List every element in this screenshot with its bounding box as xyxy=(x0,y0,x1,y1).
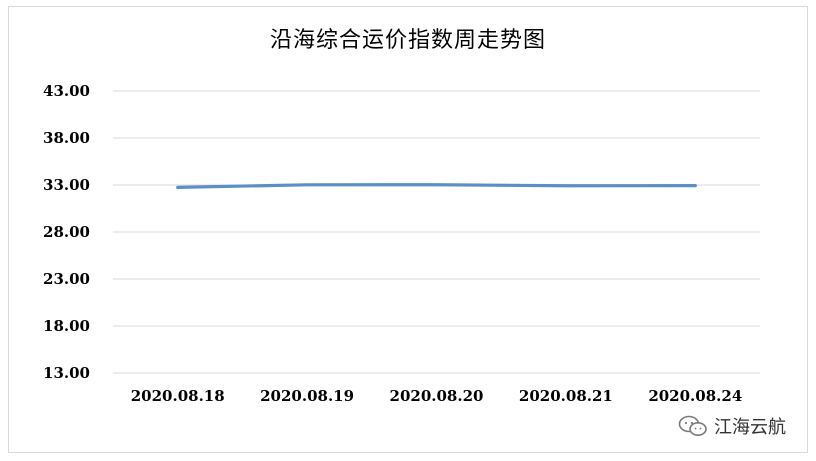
y-tick-label: 23.00 xyxy=(43,270,90,288)
y-tick-label: 33.00 xyxy=(43,176,90,194)
y-tick-label: 43.00 xyxy=(43,82,90,100)
x-axis-ticks: 2020.08.18 2020.08.19 2020.08.20 2020.08.21… xyxy=(131,387,743,405)
x-tick-label: 2020.08.18 xyxy=(131,387,225,405)
chart-title: 沿海综合运价指数周走势图 xyxy=(269,28,546,53)
x-tick-label: 2020.08.24 xyxy=(648,387,742,405)
x-tick-label: 2020.08.19 xyxy=(260,387,354,405)
y-tick-label: 28.00 xyxy=(43,223,90,241)
y-tick-label: 13.00 xyxy=(43,364,90,382)
x-tick-label: 2020.08.20 xyxy=(390,387,484,405)
wechat-icon xyxy=(678,415,707,436)
x-tick-label: 2020.08.21 xyxy=(519,387,613,405)
y-axis-ticks: 13.00 18.00 23.00 28.00 33.00 38.00 43.00 xyxy=(43,82,90,382)
chart-frame xyxy=(8,6,808,453)
y-tick-label: 38.00 xyxy=(43,129,90,147)
grid-lines xyxy=(113,90,760,374)
watermark: 江海云航 xyxy=(678,413,786,439)
series-line xyxy=(176,183,697,189)
watermark-text: 江海云航 xyxy=(714,417,786,438)
y-tick-label: 18.00 xyxy=(43,317,90,335)
series-layer xyxy=(176,183,697,189)
